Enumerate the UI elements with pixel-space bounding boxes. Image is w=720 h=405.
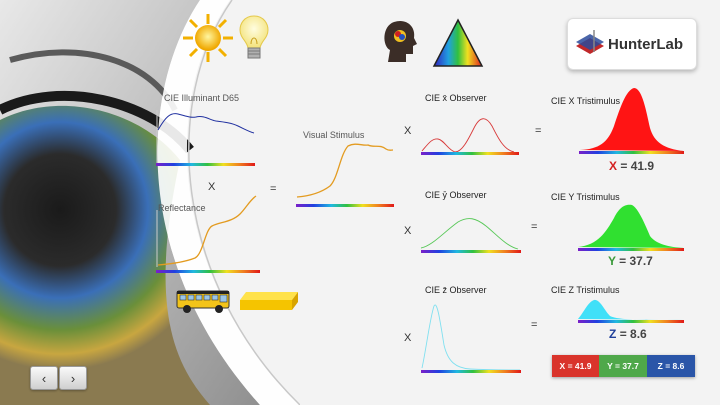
z-observer-label: CIE z̄ Observer [425,285,487,295]
equals-operator: = [531,319,538,331]
hunterlab-logo: HunterLab [567,18,697,70]
spectrum-bar [296,204,394,207]
visual-stimulus-curve [296,143,394,198]
school-bus-icon [176,290,230,313]
chevron-left-icon: ‹ [41,370,47,386]
x-tristimulus-label: CIE X Tristimulus [551,96,621,106]
z-result: Z = 8.6 [609,327,647,341]
equals-operator: = [535,125,542,137]
y-observer-curve [420,218,519,250]
color-triangle-icon [432,18,484,67]
summary-z-swatch: Z = 8.6 [647,355,695,377]
spectrum-bar [579,151,684,154]
equals-operator: = [270,183,277,195]
times-operator: X [404,225,412,237]
spectrum-bar [421,370,521,373]
hunterlab-logo-text: HunterLab [608,35,683,53]
y-observer-label: CIE ȳ Observer [425,190,487,200]
summary-bar: X = 41.9 Y = 37.7 Z = 8.6 [552,355,695,377]
y-tristimulus-peak [578,204,684,248]
spectrum-bar [578,320,684,323]
x-result: X = 41.9 [609,159,654,173]
times-operator: X [404,332,412,344]
times-operator: X [404,125,412,137]
head-icon [384,20,417,63]
next-button[interactable]: › [59,366,87,390]
x-tristimulus-peak [580,88,684,151]
y-tristimulus-label: CIE Y Tristimulus [551,192,620,202]
summary-x-swatch: X = 41.9 [552,355,599,377]
sun-icon [183,14,233,62]
chevron-right-icon: › [70,370,76,386]
light-bulb-icon [239,15,269,59]
spectrum-bar [421,152,519,155]
reflectance-curve [157,195,257,266]
spectrum-bar [578,248,684,251]
times-operator: X [208,181,216,193]
z-observer-curve [421,304,521,371]
z-result-letter: Z [609,327,617,341]
spectrum-bar [421,250,521,253]
illuminant-label: CIE Illuminant D65 [164,93,240,103]
x-observer-label: CIE x̄ Observer [425,93,487,103]
z-tristimulus-label: CIE Z Tristimulus [551,285,620,295]
spectrum-bar [156,163,255,166]
equals-operator: = [531,221,538,233]
y-result: Y = 37.7 [608,254,653,268]
reflectance-label: Reflectance [158,203,206,213]
yellow-block-icon [240,292,298,310]
illuminant-curve [157,113,255,134]
x-observer-curve [421,118,515,153]
y-result-value: = 37.7 [619,254,653,268]
x-result-value: = 41.9 [620,159,655,173]
visual-stimulus-label: Visual Stimulus [303,130,365,140]
z-tristimulus-peak [578,299,684,320]
spectrum-bar [156,270,260,273]
y-result-letter: Y [608,254,616,268]
z-result-value: = 8.6 [619,327,647,341]
hunterlab-logo-icon [576,30,604,54]
summary-y-swatch: Y = 37.7 [599,355,647,377]
prev-button[interactable]: ‹ [30,366,58,390]
x-result-letter: X [609,159,618,173]
